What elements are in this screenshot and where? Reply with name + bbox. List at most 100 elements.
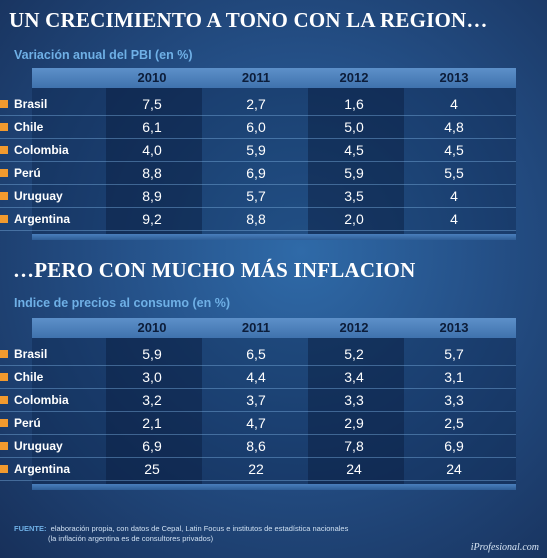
value-cell: 5,9 xyxy=(246,142,266,158)
table-row: Uruguay 8,9 5,7 3,5 4 xyxy=(0,185,516,208)
value-cell: 3,4 xyxy=(344,369,364,385)
country-label: Chile xyxy=(14,370,44,384)
column-header: 2011 xyxy=(241,70,271,85)
value-cell: 8,8 xyxy=(246,211,266,227)
section-title: UN CRECIMIENTO A TONO CON LA REGION… xyxy=(9,8,488,32)
table-row: Chile 3,0 4,4 3,4 3,1 xyxy=(0,366,516,389)
table-row: Colombia 4,0 5,9 4,5 4,5 xyxy=(0,139,516,162)
value-cell: 6,9 xyxy=(444,438,464,454)
table-bottom-bar xyxy=(32,484,516,490)
orange-square-icon xyxy=(0,100,8,108)
value-cell: 6,9 xyxy=(142,438,162,454)
brand-logo: iProfesional.com xyxy=(470,542,539,553)
value-cell: 8,9 xyxy=(142,188,162,204)
column-band xyxy=(308,338,404,484)
value-cell: 2,7 xyxy=(246,96,266,112)
value-cell: 3,7 xyxy=(246,392,266,408)
table-row: Chile 6,1 6,0 5,0 4,8 xyxy=(0,116,516,139)
column-band xyxy=(106,88,202,234)
column-header: 2013 xyxy=(439,320,469,335)
country-label: Colombia xyxy=(14,143,69,157)
section-subtitle: Indice de precios al consumo (en %) xyxy=(14,296,231,310)
value-cell: 5,0 xyxy=(344,119,364,135)
source-line-2: (la inflación argentina es de consultore… xyxy=(48,534,214,543)
table-row: Perú 8,8 6,9 5,9 5,5 xyxy=(0,162,516,185)
value-cell: 4,0 xyxy=(142,142,162,158)
orange-square-icon xyxy=(0,146,8,154)
value-cell: 7,8 xyxy=(344,438,364,454)
table-row: Brasil 7,5 2,7 1,6 4 xyxy=(0,93,516,116)
value-cell: 8,8 xyxy=(142,165,162,181)
source-note: FUENTE: elaboración propia, con datos de… xyxy=(14,524,348,544)
value-cell: 4,8 xyxy=(444,119,464,135)
table-row: Brasil 5,9 6,5 5,2 5,7 xyxy=(0,343,516,366)
value-cell: 4,5 xyxy=(444,142,464,158)
value-cell: 5,7 xyxy=(246,188,266,204)
value-cell: 4,5 xyxy=(344,142,364,158)
value-cell: 2,5 xyxy=(444,415,464,431)
header-row xyxy=(32,68,516,88)
table-row: Argentina 25 22 24 24 xyxy=(0,458,516,481)
country-label: Uruguay xyxy=(14,189,63,203)
value-cell: 3,5 xyxy=(344,188,364,204)
column-header: 2010 xyxy=(137,70,167,85)
country-label: Brasil xyxy=(14,347,48,361)
table-row: Uruguay 6,9 8,6 7,8 6,9 xyxy=(0,435,516,458)
value-cell: 4,4 xyxy=(246,369,266,385)
value-cell: 7,5 xyxy=(142,96,162,112)
country-label: Brasil xyxy=(14,97,48,111)
value-cell: 22 xyxy=(248,461,264,477)
value-cell: 3,3 xyxy=(344,392,364,408)
value-cell: 4 xyxy=(450,188,458,204)
table-body xyxy=(32,338,516,484)
orange-square-icon xyxy=(0,465,8,473)
value-cell: 6,0 xyxy=(246,119,266,135)
value-cell: 6,9 xyxy=(246,165,266,181)
country-label: Perú xyxy=(14,166,41,180)
value-cell: 3,1 xyxy=(444,369,464,385)
table-row: Colombia 3,2 3,7 3,3 3,3 xyxy=(0,389,516,412)
column-band xyxy=(308,88,404,234)
column-band xyxy=(106,338,202,484)
country-label: Chile xyxy=(14,120,44,134)
table-bottom-bar xyxy=(32,234,516,240)
section-subtitle: Variación anual del PBI (en %) xyxy=(14,48,193,62)
value-cell: 25 xyxy=(144,461,160,477)
value-cell: 2,9 xyxy=(344,415,364,431)
country-label: Argentina xyxy=(14,462,71,476)
column-header: 2013 xyxy=(439,70,469,85)
orange-square-icon xyxy=(0,350,8,358)
value-cell: 2,1 xyxy=(142,415,162,431)
table-row: Perú 2,1 4,7 2,9 2,5 xyxy=(0,412,516,435)
value-cell: 9,2 xyxy=(142,211,162,227)
value-cell: 1,6 xyxy=(344,96,364,112)
value-cell: 6,5 xyxy=(246,346,266,362)
value-cell: 5,5 xyxy=(444,165,464,181)
value-cell: 5,9 xyxy=(142,346,162,362)
source-line-1: elaboración propia, con datos de Cepal, … xyxy=(50,524,349,533)
value-cell: 4 xyxy=(450,96,458,112)
orange-square-icon xyxy=(0,442,8,450)
value-cell: 8,6 xyxy=(246,438,266,454)
country-label: Perú xyxy=(14,416,41,430)
value-cell: 3,3 xyxy=(444,392,464,408)
value-cell: 24 xyxy=(346,461,362,477)
column-header: 2011 xyxy=(241,320,271,335)
value-cell: 3,2 xyxy=(142,392,162,408)
value-cell: 5,9 xyxy=(344,165,364,181)
orange-square-icon xyxy=(0,169,8,177)
value-cell: 2,0 xyxy=(344,211,364,227)
column-header: 2012 xyxy=(339,320,369,335)
source-label: FUENTE: xyxy=(14,524,47,533)
header-row xyxy=(32,318,516,338)
orange-square-icon xyxy=(0,396,8,404)
orange-square-icon xyxy=(0,419,8,427)
value-cell: 4 xyxy=(450,211,458,227)
country-label: Colombia xyxy=(14,393,69,407)
country-label: Argentina xyxy=(14,212,71,226)
section-title: …PERO CON MUCHO MÁS INFLACION xyxy=(13,258,416,282)
value-cell: 5,2 xyxy=(344,346,364,362)
country-label: Uruguay xyxy=(14,439,63,453)
value-cell: 4,7 xyxy=(246,415,266,431)
orange-square-icon xyxy=(0,192,8,200)
